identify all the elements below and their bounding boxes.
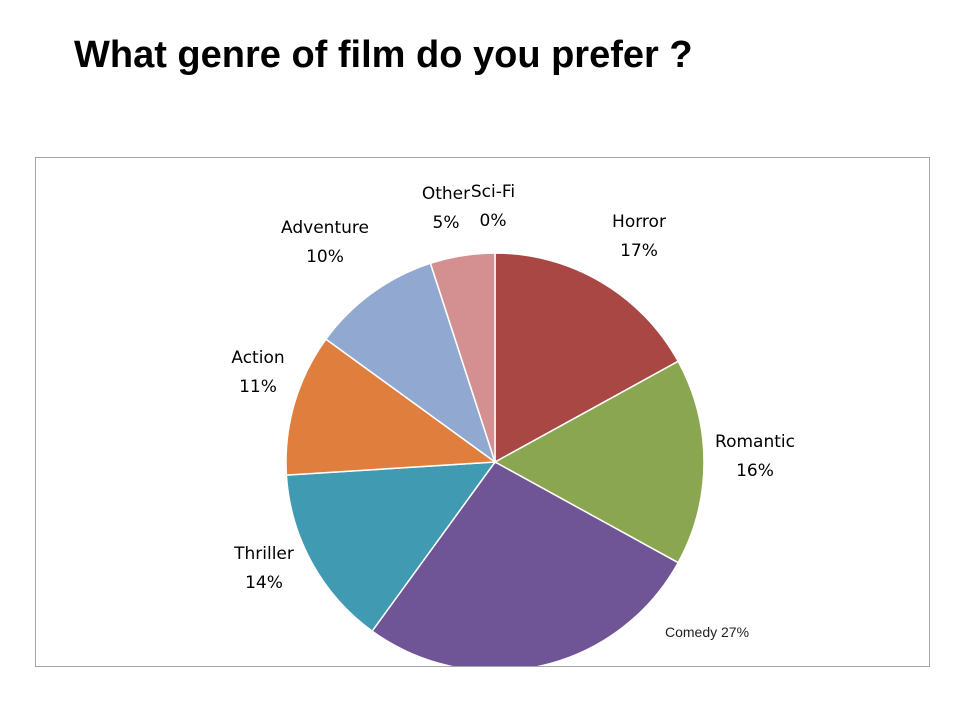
data-label-adventure-percent: 10% [306, 247, 344, 267]
data-label-thriller-category: Thriller [233, 544, 294, 564]
data-label-adventure-category: Adventure [281, 218, 369, 238]
pie-slice-other [429, 252, 496, 463]
data-label-action-percent: 11% [239, 377, 277, 397]
pie-slices [285, 252, 705, 666]
pie-slice-romantic [493, 360, 705, 564]
data-label-horror-category: Horror [612, 212, 666, 232]
pie-slice-adventure [324, 262, 497, 464]
pie-chart: Horror 17% Romantic 16% Comedy 27% Thriller 14… [231, 182, 795, 666]
data-label-romantic-category: Romantic [715, 432, 795, 452]
chart-area: Horror 17% Romantic 16% Comedy 27% Thriller 14… [35, 157, 930, 667]
slide-title: What genre of film do you prefer ? [74, 34, 693, 76]
pie-slice-action [285, 338, 498, 476]
pie-labels: Horror 17% Romantic 16% Comedy 27% Thriller 14… [231, 182, 795, 640]
pie-slice-thriller [285, 461, 497, 633]
data-label-romantic-percent: 16% [736, 461, 774, 481]
data-label-sci-fi-percent: 0% [480, 211, 507, 231]
data-label-thriller-percent: 14% [245, 573, 283, 593]
data-label-action-category: Action [231, 348, 284, 368]
data-label-other-category: Other [422, 184, 470, 204]
pie-slice-horror [494, 252, 680, 464]
data-label-horror-percent: 17% [620, 241, 658, 261]
data-label-other-percent: 5% [433, 213, 460, 233]
data-label-sci-fi-category: Sci-Fi [471, 182, 515, 202]
pie-slice-comedy [371, 461, 680, 666]
data-label-comedy: Comedy 27% [665, 624, 749, 640]
